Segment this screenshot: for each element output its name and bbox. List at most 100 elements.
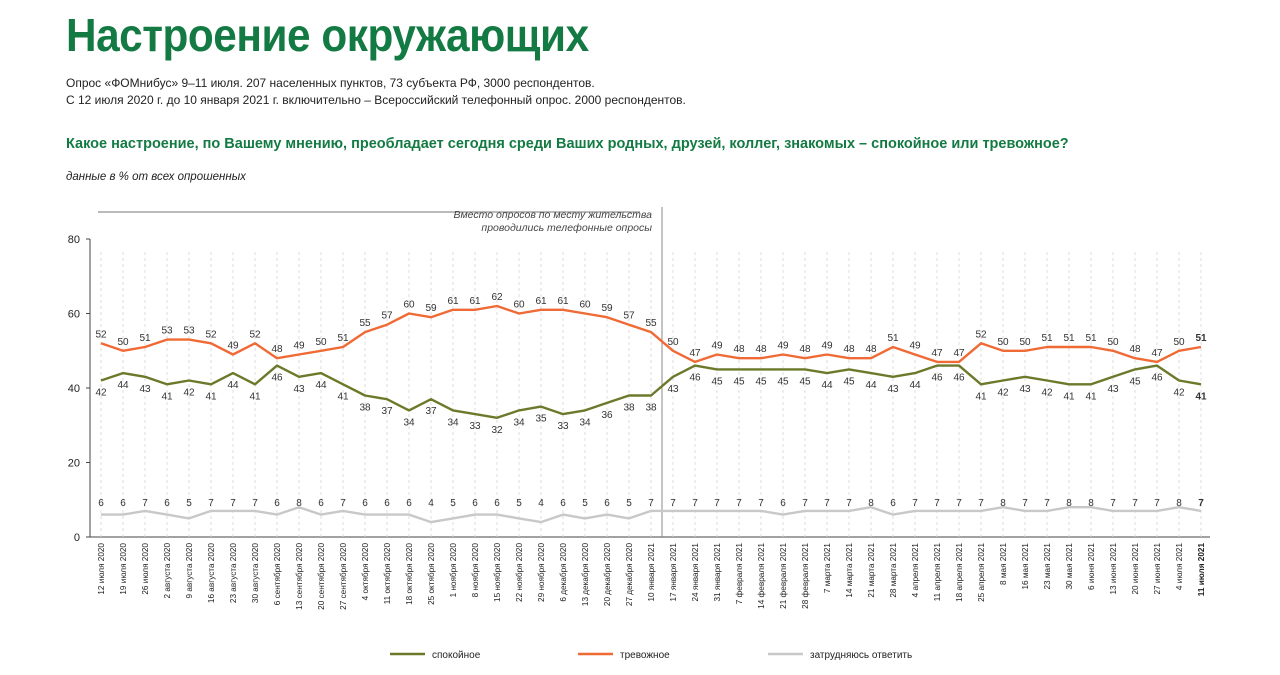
data-label-anxious: 47 [953, 348, 965, 359]
x-tick-label: 8 мая 2021 [999, 543, 1008, 585]
data-label-anxious: 53 [183, 326, 195, 337]
data-label-calm: 42 [183, 388, 195, 399]
data-label-undecided: 7 [956, 498, 962, 509]
data-label-anxious: 50 [1019, 337, 1031, 348]
data-label-calm: 45 [799, 376, 811, 387]
x-tick-label: 18 октября 2020 [405, 543, 414, 605]
data-label-undecided: 7 [670, 498, 676, 509]
phone-survey-annotation: проводились телефонные опросы [481, 222, 652, 234]
x-tick-label: 6 декабря 2020 [559, 543, 568, 602]
x-tick-label: 14 февраля 2021 [757, 543, 766, 609]
data-label-calm: 44 [117, 380, 129, 391]
data-label-anxious: 52 [205, 329, 217, 340]
legend-label-1: спокойное [432, 650, 481, 661]
y-tick-label: 0 [74, 532, 80, 544]
x-tick-label: 14 марта 2021 [845, 543, 854, 598]
data-label-calm: 43 [1019, 384, 1031, 395]
data-label-undecided: 5 [516, 498, 522, 509]
x-tick-label: 1 ноября 2020 [449, 543, 458, 598]
data-label-calm: 41 [205, 391, 217, 402]
x-tick-label: 26 июля 2020 [141, 543, 150, 595]
data-label-anxious: 50 [667, 337, 679, 348]
data-label-calm: 46 [271, 373, 283, 384]
data-label-undecided: 6 [494, 498, 500, 509]
x-tick-label: 17 января 2021 [669, 543, 678, 602]
data-label-undecided: 6 [384, 498, 390, 509]
data-label-calm: 34 [403, 417, 415, 428]
x-tick-label: 16 августа 2020 [207, 543, 216, 604]
data-label-calm: 33 [557, 421, 569, 432]
x-tick-label: 4 июля 2021 [1175, 543, 1184, 591]
page-title: Настроение окружающих [66, 9, 589, 61]
x-tick-label: 13 сентября 2020 [295, 543, 304, 610]
data-label-anxious: 48 [271, 344, 283, 355]
data-label-calm: 34 [447, 417, 459, 428]
x-tick-label: 20 декабря 2020 [603, 543, 612, 607]
data-label-undecided: 6 [890, 498, 896, 509]
data-label-undecided: 7 [252, 498, 258, 509]
x-tick-label: 20 сентября 2020 [317, 543, 326, 610]
data-label-anxious: 52 [249, 329, 261, 340]
data-label-calm: 34 [579, 417, 591, 428]
data-label-undecided: 7 [142, 498, 148, 509]
x-tick-label: 7 марта 2021 [823, 543, 832, 594]
data-label-undecided: 7 [1022, 498, 1028, 509]
x-tick-label: 7 февраля 2021 [735, 543, 744, 605]
x-tick-label: 11 июля 2021 [1197, 543, 1206, 597]
data-label-calm: 45 [843, 376, 855, 387]
data-label-undecided: 4 [428, 498, 434, 509]
data-label-undecided: 7 [1132, 498, 1138, 509]
data-label-anxious: 61 [469, 296, 481, 307]
data-label-anxious: 47 [931, 348, 943, 359]
data-label-undecided: 6 [164, 498, 170, 509]
data-label-anxious: 48 [755, 344, 767, 355]
data-label-anxious: 57 [381, 311, 393, 322]
legend-label-3: затрудняюсь ответить [810, 650, 912, 661]
data-label-anxious: 55 [359, 318, 371, 329]
data-label-anxious: 53 [161, 326, 173, 337]
data-label-calm: 42 [997, 388, 1009, 399]
data-label-anxious: 60 [403, 300, 415, 311]
x-tick-label: 27 сентября 2020 [339, 543, 348, 610]
x-tick-label: 9 августа 2020 [185, 543, 194, 599]
data-label-calm: 38 [623, 402, 635, 413]
data-label-anxious: 60 [513, 300, 525, 311]
data-label-calm: 42 [1173, 388, 1185, 399]
data-label-anxious: 48 [843, 344, 855, 355]
x-tick-label: 25 апреля 2021 [977, 543, 986, 602]
data-label-calm: 33 [469, 421, 481, 432]
x-tick-label: 4 октября 2020 [361, 543, 370, 601]
data-label-calm: 43 [139, 384, 151, 395]
x-tick-label: 11 апреля 2021 [933, 543, 942, 602]
y-tick-label: 20 [68, 458, 80, 470]
x-tick-label: 21 февраля 2021 [779, 543, 788, 609]
survey-question: Какое настроение, по Вашему мнению, прео… [66, 136, 1069, 152]
x-tick-label: 16 мая 2021 [1021, 543, 1030, 590]
x-tick-label: 13 июня 2021 [1109, 543, 1118, 595]
x-tick-label: 29 ноября 2020 [537, 543, 546, 602]
x-tick-label: 12 июля 2020 [97, 543, 106, 595]
x-tick-label: 22 ноября 2020 [515, 543, 524, 602]
data-label-calm: 32 [491, 425, 503, 436]
data-label-anxious: 48 [799, 344, 811, 355]
data-label-undecided: 8 [1066, 498, 1072, 509]
data-label-calm: 44 [865, 380, 877, 391]
data-label-anxious: 49 [227, 340, 239, 351]
x-tick-label: 28 марта 2021 [889, 543, 898, 598]
data-label-calm: 46 [953, 373, 965, 384]
data-label-undecided: 7 [934, 498, 940, 509]
data-label-anxious: 55 [645, 318, 657, 329]
data-label-calm: 42 [1041, 388, 1053, 399]
data-label-undecided: 7 [208, 498, 214, 509]
data-label-undecided: 6 [98, 498, 104, 509]
data-label-anxious: 49 [293, 340, 305, 351]
x-tick-label: 6 июня 2021 [1087, 543, 1096, 590]
x-tick-label: 28 февраля 2021 [801, 543, 810, 609]
data-label-undecided: 7 [230, 498, 236, 509]
data-label-calm: 36 [601, 410, 613, 421]
data-label-calm: 46 [1151, 373, 1163, 384]
data-label-undecided: 6 [318, 498, 324, 509]
data-label-undecided: 8 [1176, 498, 1182, 509]
data-label-calm: 44 [821, 380, 833, 391]
data-label-undecided: 6 [604, 498, 610, 509]
